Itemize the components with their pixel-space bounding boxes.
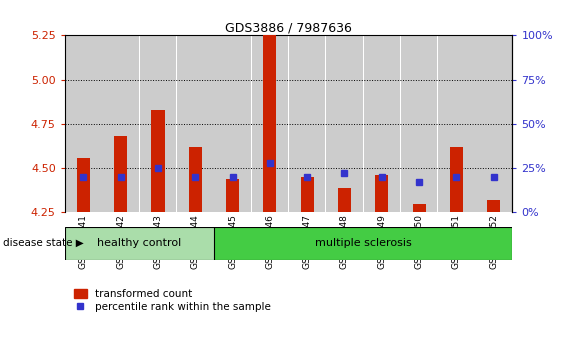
Bar — [114, 136, 127, 212]
Bar — [140, 35, 176, 212]
Title: GDS3886 / 7987636: GDS3886 / 7987636 — [225, 21, 352, 34]
Bar — [450, 147, 463, 212]
Bar — [177, 35, 213, 212]
Bar — [65, 35, 102, 212]
Bar — [65, 227, 214, 260]
Legend: transformed count, percentile rank within the sample: transformed count, percentile rank withi… — [70, 285, 275, 316]
Text: disease state ▶: disease state ▶ — [3, 238, 83, 248]
Bar — [376, 175, 388, 212]
Text: multiple sclerosis: multiple sclerosis — [315, 238, 412, 249]
Bar — [401, 35, 437, 212]
Bar — [487, 200, 500, 212]
Bar — [215, 35, 251, 212]
Bar — [338, 188, 351, 212]
Bar — [102, 35, 139, 212]
Bar — [252, 35, 288, 212]
Bar — [438, 35, 475, 212]
Bar — [326, 35, 363, 212]
Bar — [475, 35, 512, 212]
Text: healthy control: healthy control — [97, 238, 181, 249]
Bar — [226, 179, 239, 212]
Bar — [301, 177, 314, 212]
Bar — [151, 110, 164, 212]
Bar — [289, 35, 325, 212]
Bar — [263, 18, 276, 212]
Bar — [214, 227, 512, 260]
Bar — [77, 158, 90, 212]
Bar — [413, 204, 426, 212]
Bar — [364, 35, 400, 212]
Bar — [189, 147, 202, 212]
